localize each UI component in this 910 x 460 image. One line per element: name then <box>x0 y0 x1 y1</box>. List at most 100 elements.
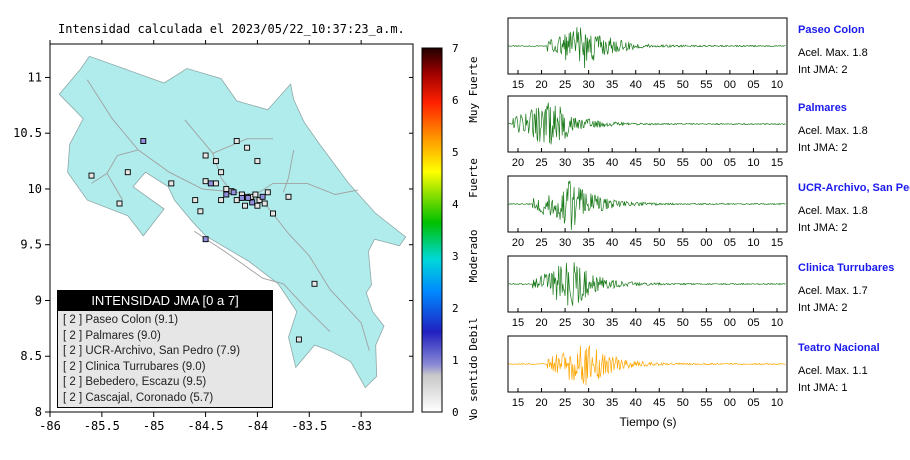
wave-tick-label: 00 <box>724 317 736 329</box>
wave-tick-label: 35 <box>606 79 618 91</box>
wave-tick-label: 20 <box>512 157 524 169</box>
y-tick-label: 10.5 <box>13 126 42 140</box>
legend-row-ucr-archivo: [ 2 ] UCR-Archivo, San Pedro (7.9) <box>63 345 241 357</box>
station-marker <box>295 336 302 343</box>
scale-tick-label: 2 <box>452 302 459 315</box>
station-marker <box>233 138 240 144</box>
wave-tick-label: 35 <box>583 237 595 249</box>
wave-tick-label: 10 <box>747 157 759 169</box>
x-tick-label: -83 <box>350 419 372 433</box>
wave-tick-label: 15 <box>512 317 524 329</box>
waveform-panels: 15 20 25 30 35 40 45 50 55 00 05 10 Paseo Colon Acel.… <box>507 17 910 429</box>
wave-tick-label: 55 <box>700 397 712 409</box>
x-tick-label: -85 <box>143 419 165 433</box>
wave-tick-label: 15 <box>771 157 783 169</box>
wave-tick-label: 05 <box>724 157 736 169</box>
station-marker <box>212 180 219 187</box>
station-marker <box>223 191 230 198</box>
wave-tick-label: 50 <box>677 317 689 329</box>
wave-tick-label: 15 <box>771 237 783 249</box>
station-marker <box>249 199 256 206</box>
x-tick-label: -85.5 <box>84 419 120 433</box>
wave-tick-label: 45 <box>653 397 665 409</box>
station-marker <box>285 193 292 200</box>
station-marker <box>259 193 266 200</box>
y-tick-label: 10 <box>28 182 42 196</box>
y-tick-label: 9.5 <box>20 238 42 252</box>
wave-tick-label: 40 <box>630 317 642 329</box>
station-marker <box>124 169 131 176</box>
station-marker <box>207 180 214 187</box>
wave-tick-label: 35 <box>606 317 618 329</box>
station-marker <box>168 180 175 187</box>
wave-tick-label: 55 <box>700 79 712 91</box>
x-tick-label: -83.5 <box>291 419 327 433</box>
station-marker <box>140 138 147 144</box>
wave-tick-label: 20 <box>535 397 547 409</box>
station-marker <box>264 189 271 196</box>
wave-tick-label: 35 <box>606 397 618 409</box>
intensity-label: Int JMA: 2 <box>798 222 848 234</box>
station-name: Teatro Nacional <box>798 342 880 354</box>
road-network <box>86 79 370 351</box>
accel-max-label: Acel. Max. 1.1 <box>798 365 868 377</box>
accel-max-label: Acel. Max. 1.8 <box>798 205 868 217</box>
scale-tick-label: 0 <box>452 406 459 419</box>
station-name: Clinica Turrubares <box>798 262 894 274</box>
scale-category-label: Debil <box>467 317 480 350</box>
station-marker <box>256 197 263 204</box>
scale-tick-label: 1 <box>452 354 459 367</box>
waveform-panel: 15 20 25 30 35 40 45 50 55 00 05 10 Teatro Nacional A… <box>507 335 880 409</box>
station-marker <box>218 169 225 176</box>
legend-row-cascajal: [ 2 ] Cascajal, Coronado (5.7) <box>63 391 214 404</box>
wave-tick-label: 05 <box>747 397 759 409</box>
station-markers <box>88 138 318 343</box>
wave-tick-label: 05 <box>724 237 736 249</box>
waveform-panel: 15 20 25 30 35 40 45 50 55 00 05 10 Clinica Turrubar… <box>507 255 894 329</box>
waveform-panel: 20 25 30 35 40 45 50 55 00 05 10 15 Palmares Acel. Ma… <box>507 95 868 169</box>
road-line <box>193 230 331 333</box>
wave-tick-label: 00 <box>724 79 736 91</box>
station-name: Paseo Colon <box>798 24 865 36</box>
road-line <box>184 119 273 154</box>
accel-max-label: Acel. Max. 1.8 <box>798 47 868 59</box>
station-marker <box>244 144 251 151</box>
y-tick-label: 11 <box>28 70 42 84</box>
seismogram-trace <box>508 27 786 69</box>
station-marker <box>202 178 209 185</box>
seismogram-trace <box>508 180 786 231</box>
station-marker <box>245 194 252 201</box>
station-marker <box>254 202 261 209</box>
wave-tick-label: 00 <box>724 397 736 409</box>
intensity-color-scale: 0 1 2 3 4 5 6 7 No sentido Debil Moderado Fuerte Mu… <box>421 42 480 420</box>
wave-tick-label: 25 <box>559 317 571 329</box>
wave-tick-label: 40 <box>606 157 618 169</box>
legend-row-palmares: [ 2 ] Palmares (9.0) <box>63 329 161 342</box>
station-marker <box>233 197 240 204</box>
latitude-axis: 11 10.5 10 9.5 9 8.5 8 <box>13 70 413 419</box>
legend-row-paseo-colon: [ 2 ] Paseo Colon (9.1) <box>63 314 179 326</box>
wave-tick-label: 50 <box>677 397 689 409</box>
scale-tick-label: 5 <box>452 146 459 159</box>
wave-tick-label: 40 <box>630 397 642 409</box>
station-marker <box>238 194 245 201</box>
wave-tick-label: 10 <box>747 237 759 249</box>
wave-tick-label: 30 <box>559 157 571 169</box>
wave-tick-label: 50 <box>653 157 665 169</box>
wave-tick-label: 10 <box>771 79 783 91</box>
station-name: UCR-Archivo, San Pedro <box>798 182 910 194</box>
x-tick-label: -84 <box>247 419 269 433</box>
wave-tick-label: 55 <box>677 157 689 169</box>
wave-tick-label: 10 <box>771 397 783 409</box>
station-marker <box>223 186 230 192</box>
station-marker <box>270 210 276 217</box>
station-marker <box>202 152 209 159</box>
wave-tick-label: 10 <box>771 317 783 329</box>
accel-max-label: Acel. Max. 1.7 <box>798 285 868 297</box>
wave-tick-label: 45 <box>630 237 642 249</box>
scale-tick-label: 6 <box>452 94 459 107</box>
wave-tick-label: 35 <box>583 157 595 169</box>
seismogram-trace <box>508 262 786 306</box>
y-tick-label: 8 <box>35 405 42 419</box>
wave-tick-label: 55 <box>677 237 689 249</box>
